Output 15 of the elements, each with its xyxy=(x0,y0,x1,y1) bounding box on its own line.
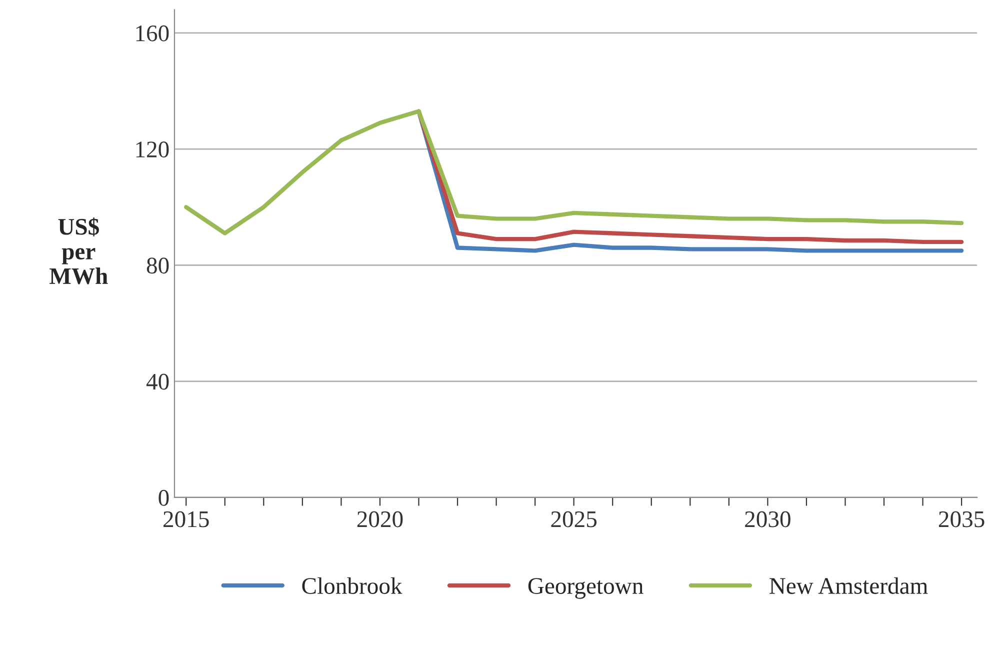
y-tick-label: 120 xyxy=(136,142,169,158)
x-tick-label: 2020 xyxy=(357,511,403,528)
legend-label: Clonbrook xyxy=(302,577,402,594)
y-tick-label: 40 xyxy=(146,374,169,390)
y-tick-label: 160 xyxy=(136,25,169,42)
legend-label: Georgetown xyxy=(528,578,644,599)
y-tick-label: 80 xyxy=(146,258,169,274)
x-tick-label: 2025 xyxy=(551,511,597,528)
line-series xyxy=(184,109,964,236)
legend-label: New Amsterdam xyxy=(770,577,928,594)
x-tick-label: 2035 xyxy=(938,511,984,528)
y-axis-title: US$ per MWh xyxy=(50,217,108,284)
y-tick-label: 0 xyxy=(158,490,169,506)
x-tick-label: 2030 xyxy=(745,511,790,528)
x-tick-label: 2015 xyxy=(164,511,209,528)
